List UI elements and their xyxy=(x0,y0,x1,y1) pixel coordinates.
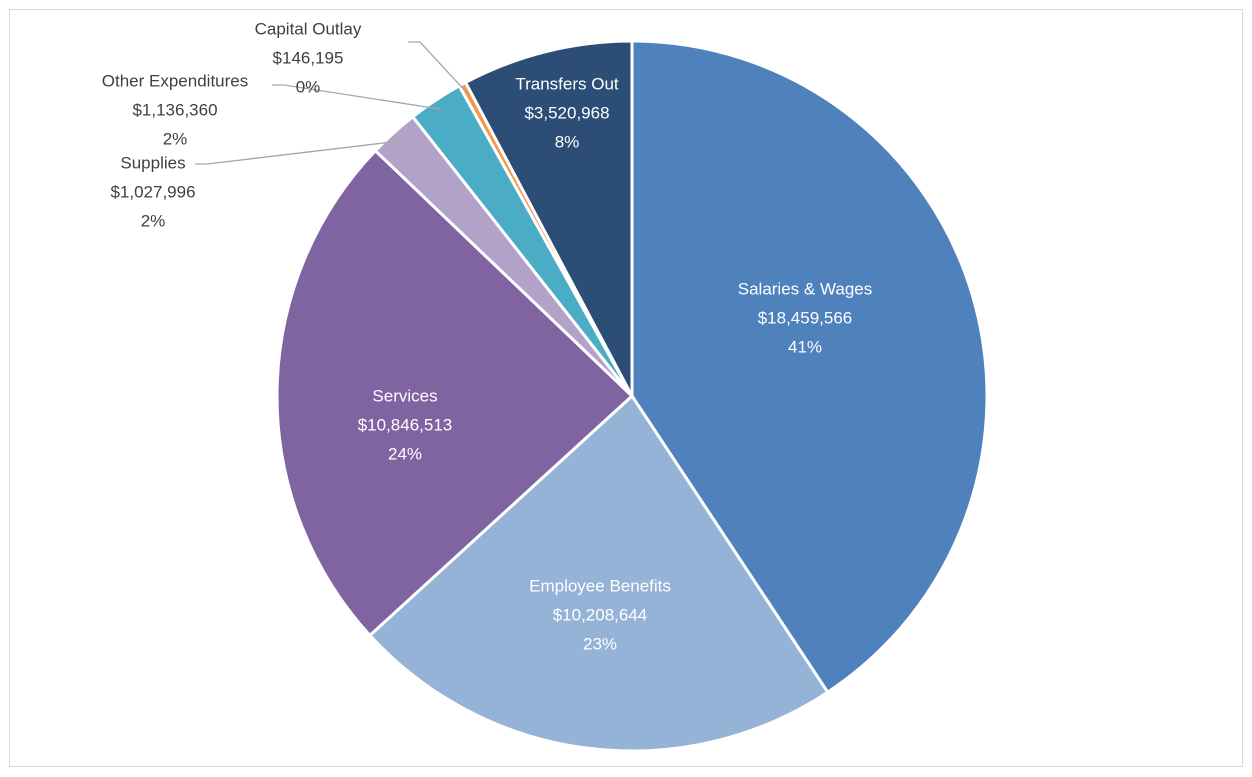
slice-label: Transfers Out xyxy=(515,74,619,93)
leader-line xyxy=(272,84,442,110)
percent-label: 2% xyxy=(141,211,166,230)
percent-label: 8% xyxy=(555,132,580,151)
slice-label: Other Expenditures xyxy=(102,71,248,90)
percent-label: 41% xyxy=(788,337,822,356)
pie-slice xyxy=(463,39,634,397)
value-label: $146,195 xyxy=(273,48,344,67)
value-label: $10,846,513 xyxy=(358,415,453,434)
value-label: $18,459,566 xyxy=(758,308,853,327)
slice-label: Salaries & Wages xyxy=(738,279,872,298)
slice-label: Services xyxy=(372,386,437,405)
slice-label: Supplies xyxy=(120,153,185,172)
percent-label: 23% xyxy=(583,634,617,653)
leader-line xyxy=(408,41,468,94)
pie-slice xyxy=(367,393,830,753)
slice-label: Capital Outlay xyxy=(255,19,362,38)
percent-label: 0% xyxy=(296,77,321,96)
value-label: $1,136,360 xyxy=(132,100,217,119)
value-label: $3,520,968 xyxy=(524,103,609,122)
percent-label: 2% xyxy=(163,129,188,148)
slice-label: Employee Benefits xyxy=(529,576,671,595)
value-label: $10,208,644 xyxy=(553,605,648,624)
percent-label: 24% xyxy=(388,444,422,463)
pie-slice xyxy=(275,148,635,638)
leader-line xyxy=(195,140,401,165)
value-label: $1,027,996 xyxy=(110,182,195,201)
